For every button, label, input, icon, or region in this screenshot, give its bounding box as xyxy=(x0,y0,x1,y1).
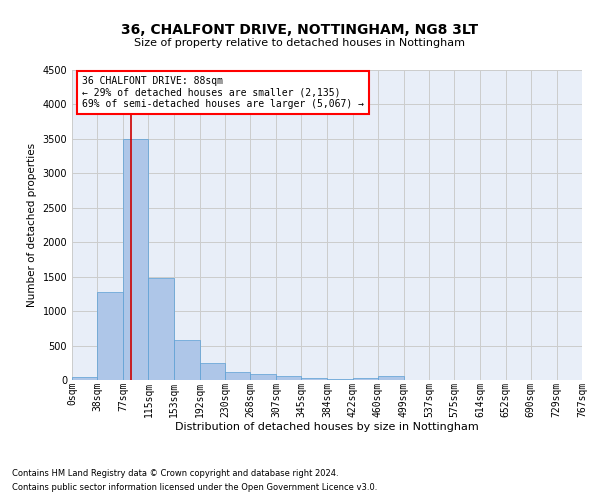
Text: 36 CHALFONT DRIVE: 88sqm
← 29% of detached houses are smaller (2,135)
69% of sem: 36 CHALFONT DRIVE: 88sqm ← 29% of detach… xyxy=(82,76,364,110)
Text: 36, CHALFONT DRIVE, NOTTINGHAM, NG8 3LT: 36, CHALFONT DRIVE, NOTTINGHAM, NG8 3LT xyxy=(121,22,479,36)
Y-axis label: Number of detached properties: Number of detached properties xyxy=(27,143,37,307)
Bar xyxy=(148,278,174,380)
Bar xyxy=(276,376,301,380)
Bar xyxy=(301,378,328,380)
Bar xyxy=(328,378,353,380)
Bar xyxy=(97,292,123,380)
Bar xyxy=(123,139,148,380)
X-axis label: Distribution of detached houses by size in Nottingham: Distribution of detached houses by size … xyxy=(175,422,479,432)
Text: Contains public sector information licensed under the Open Government Licence v3: Contains public sector information licen… xyxy=(12,484,377,492)
Text: Contains HM Land Registry data © Crown copyright and database right 2024.: Contains HM Land Registry data © Crown c… xyxy=(12,468,338,477)
Bar xyxy=(72,376,97,380)
Bar xyxy=(378,376,404,380)
Bar xyxy=(200,364,225,380)
Bar xyxy=(174,340,200,380)
Text: Size of property relative to detached houses in Nottingham: Size of property relative to detached ho… xyxy=(134,38,466,48)
Bar xyxy=(250,374,276,380)
Bar xyxy=(353,378,378,380)
Bar xyxy=(225,372,250,380)
